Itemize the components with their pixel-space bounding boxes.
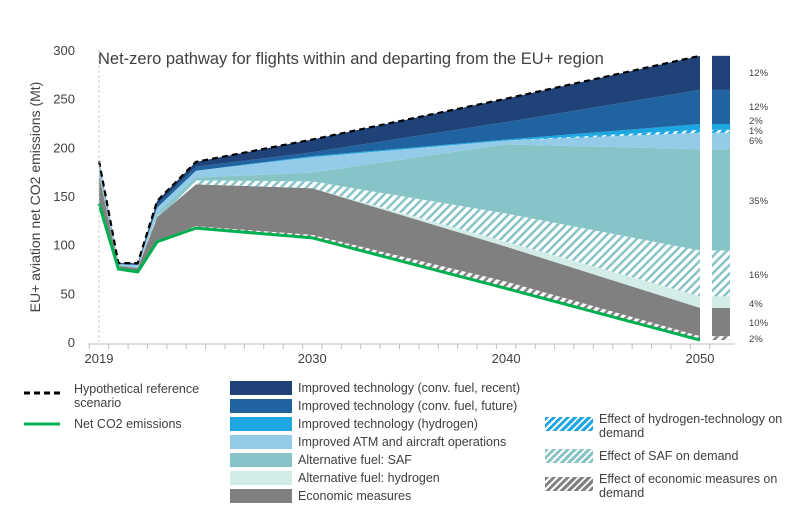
bar-gap <box>702 50 712 342</box>
legend-recent: Improved technology (conv. fuel, recent) <box>298 381 521 395</box>
legend-net: Net CO2 emissions <box>74 417 182 431</box>
y-tick-label: 300 <box>53 43 75 58</box>
bar-segment-effect-of-hydrogen-technology-on-demand <box>712 129 730 133</box>
bar-segment-improved-technology-conv-fuel-recent <box>712 55 730 90</box>
swatch-future <box>230 399 292 413</box>
swatch-econdem <box>545 477 593 491</box>
swatch-h2tech <box>230 417 292 431</box>
x-tick-label: 2030 <box>298 351 327 366</box>
area-improved-technology-conv-fuel-recent <box>99 55 700 265</box>
area-alternative-fuel-saf <box>99 144 700 269</box>
share-label-improved-technology-hydrogen: 2% <box>749 116 763 127</box>
legend-atm: Improved ATM and aircraft operations <box>298 435 507 449</box>
legend-h2fuel: Alternative fuel: hydrogen <box>298 471 440 485</box>
x-tick-label: 2050 <box>686 351 715 366</box>
swatch-atm <box>230 435 292 449</box>
share-label-improved-atm-and-aircraft-operations: 6% <box>749 136 763 147</box>
y-axis-label: EU+ aviation net CO2 emissions (Mt) <box>27 82 43 313</box>
bar-segment-economic-measures <box>712 307 730 337</box>
legend-econdem: Effect of economic measures on demand <box>599 472 778 500</box>
swatch-safdem <box>545 449 593 463</box>
bar-segment-alternative-fuel-saf <box>712 149 730 251</box>
chart-title: Net-zero pathway for flights within and … <box>98 50 604 68</box>
area-effect-of-saf-on-demand <box>99 173 700 297</box>
swatch-saf <box>230 453 292 467</box>
share-label-alternative-fuel-hydrogen: 4% <box>749 299 763 310</box>
legend-ref: Hypothetical reference scenario <box>74 382 200 410</box>
swatch-h2dem <box>545 417 593 431</box>
swatch-econ <box>230 489 292 503</box>
swatch-h2fuel <box>230 471 292 485</box>
swatch-recent <box>230 381 292 395</box>
area-improved-technology-conv-fuel-future <box>99 89 700 266</box>
x-tick-label: 2040 <box>492 351 521 366</box>
y-tick-label: 200 <box>53 140 75 155</box>
area-economic-measures <box>99 174 700 337</box>
share-label-alternative-fuel-saf: 35% <box>749 196 769 207</box>
legend-safdem: Effect of SAF on demand <box>599 449 739 463</box>
share-label-improved-technology-conv-fuel-recent: 12% <box>749 68 769 79</box>
legend-ref-swatch <box>24 391 60 426</box>
share-label-economic-measures: 10% <box>749 318 769 329</box>
legend-saf: Alternative fuel: SAF <box>298 453 412 467</box>
bar-segment-improved-technology-conv-fuel-future <box>712 89 730 124</box>
share-label-effect-of-saf-on-demand: 16% <box>749 270 769 281</box>
legend-h2tech: Improved technology (hydrogen) <box>298 417 478 431</box>
bar-segment-alternative-fuel-hydrogen <box>712 296 730 308</box>
area-improved-atm-and-aircraft-operations <box>99 132 700 268</box>
share-label-effect-of-economic-measures-on-demand: 2% <box>749 334 763 345</box>
line-net-co2 <box>97 203 701 342</box>
legend-econ: Economic measures <box>298 489 412 503</box>
y-tick-label: 50 <box>61 286 75 301</box>
y-tick-label: 250 <box>53 92 75 107</box>
x-tick-label: 2019 <box>85 351 114 366</box>
bar-segment-effect-of-saf-on-demand <box>712 250 730 297</box>
share-label-improved-technology-conv-fuel-future: 12% <box>749 102 769 113</box>
legend-future: Improved technology (conv. fuel, future) <box>298 399 518 413</box>
bar-segment-improved-atm-and-aircraft-operations <box>712 132 730 150</box>
bar-segment-effect-of-economic-measures-on-demand <box>712 336 730 341</box>
y-tick-label: 0 <box>68 335 75 350</box>
share-label-effect-of-hydrogen-technology-on-demand: 1% <box>749 126 763 137</box>
bar-segment-improved-technology-hydrogen <box>712 123 730 130</box>
y-tick-label: 150 <box>53 189 75 204</box>
y-tick-label: 100 <box>53 238 75 253</box>
legend-h2dem: Effect of hydrogen-technology on demand <box>599 412 783 440</box>
